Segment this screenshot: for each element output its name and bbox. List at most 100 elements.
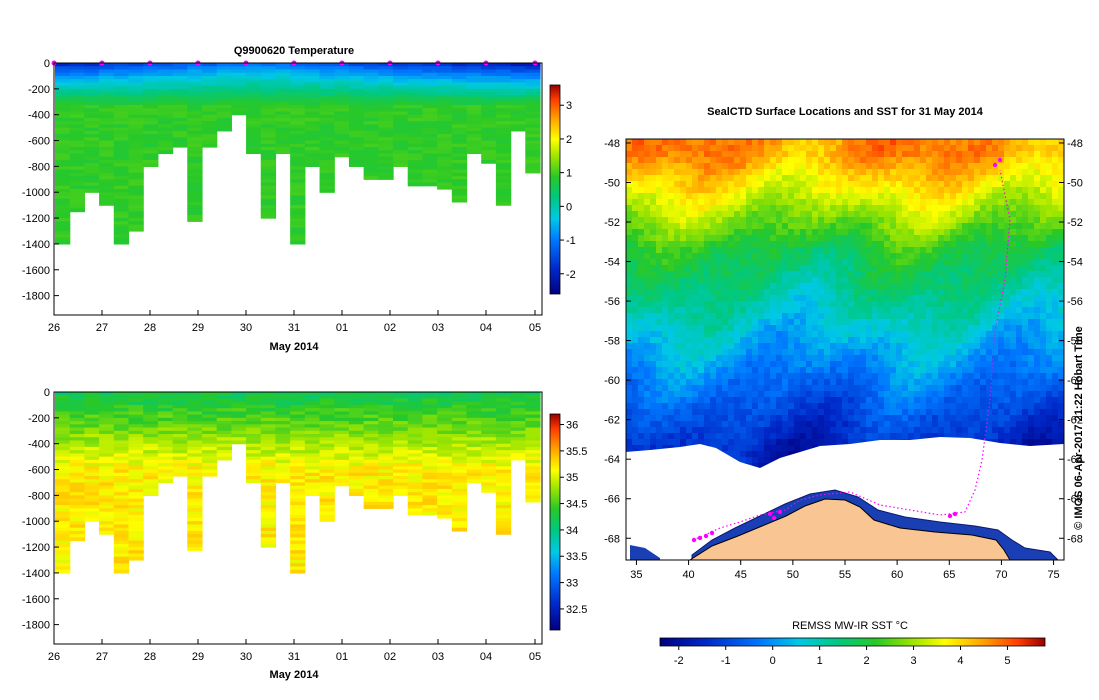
profile-cell bbox=[113, 398, 130, 403]
sst-cell bbox=[836, 259, 842, 265]
sst-cell bbox=[716, 319, 722, 325]
sst-cell bbox=[1004, 175, 1010, 181]
sst-cell bbox=[710, 295, 716, 301]
sst-cell bbox=[698, 331, 704, 337]
sst-cell bbox=[740, 319, 746, 325]
profile-cell bbox=[481, 140, 497, 145]
sst-cell bbox=[770, 277, 776, 283]
profile-cell bbox=[407, 488, 424, 493]
sst-cell bbox=[950, 277, 956, 283]
sst-cell bbox=[896, 307, 902, 313]
profile-cell bbox=[113, 498, 130, 503]
sst-cell bbox=[644, 211, 650, 217]
sst-cell bbox=[812, 319, 818, 325]
profile-cell bbox=[113, 88, 130, 93]
profile-cell bbox=[290, 108, 306, 113]
sst-cell bbox=[836, 265, 842, 271]
sst-cell bbox=[968, 193, 974, 199]
profile-cell bbox=[290, 153, 306, 158]
y-tick-label: -600 bbox=[28, 136, 50, 148]
profile-cell bbox=[128, 172, 144, 177]
profile-cell bbox=[275, 88, 291, 93]
profile-cell bbox=[55, 79, 71, 83]
profile-cell bbox=[260, 392, 277, 396]
sst-cell bbox=[860, 157, 866, 163]
sst-cell bbox=[1046, 247, 1052, 253]
profile-cell bbox=[525, 82, 541, 87]
sst-cell bbox=[680, 217, 686, 223]
profile-cell bbox=[55, 63, 71, 67]
sst-cell bbox=[842, 211, 848, 217]
profile-cell bbox=[99, 392, 115, 396]
profile-cell bbox=[143, 443, 159, 448]
sst-cell bbox=[782, 337, 788, 343]
sst-cell bbox=[794, 253, 800, 259]
profile-cell bbox=[348, 401, 365, 406]
sst-cell bbox=[824, 199, 830, 205]
sst-cell bbox=[794, 241, 800, 247]
sst-cell bbox=[698, 241, 704, 247]
sst-cell bbox=[722, 283, 728, 289]
profile-cell bbox=[187, 421, 203, 425]
profile-cell bbox=[113, 540, 130, 545]
profile-cell bbox=[260, 189, 277, 193]
profile-cell bbox=[187, 114, 203, 119]
sst-cell bbox=[1016, 319, 1022, 325]
profile-cell bbox=[69, 166, 85, 171]
sst-cell bbox=[890, 223, 896, 229]
sst-cell bbox=[704, 337, 710, 343]
profile-cell bbox=[187, 408, 203, 412]
profile-cell bbox=[84, 134, 100, 138]
sst-cell bbox=[992, 313, 998, 319]
profile-cell bbox=[290, 127, 306, 132]
sst-cell bbox=[986, 169, 992, 175]
sst-cell bbox=[632, 325, 638, 331]
profile-cell bbox=[319, 182, 335, 187]
profile-cell bbox=[275, 101, 291, 106]
profile-cell bbox=[260, 434, 277, 438]
sst-cell bbox=[842, 319, 848, 325]
profile-cell bbox=[187, 521, 203, 526]
profile-cell bbox=[407, 150, 424, 155]
sst-cell bbox=[914, 151, 920, 157]
profile-cell bbox=[246, 117, 262, 122]
profile-cell bbox=[290, 430, 306, 435]
profile-cell bbox=[495, 446, 512, 451]
sst-cell bbox=[806, 325, 812, 331]
sst-cell bbox=[896, 211, 902, 217]
sst-cell bbox=[986, 277, 992, 283]
profile-cell bbox=[55, 114, 71, 119]
profile-cell bbox=[510, 408, 526, 412]
profile-cell bbox=[55, 569, 71, 574]
profile-cell bbox=[172, 453, 188, 458]
sst-cell bbox=[710, 277, 716, 283]
profile-cell bbox=[113, 495, 130, 500]
sst-cell bbox=[644, 253, 650, 259]
profile-cell bbox=[143, 124, 159, 129]
profile-cell bbox=[510, 392, 526, 396]
profile-cell bbox=[201, 430, 218, 435]
sst-cell bbox=[836, 283, 842, 289]
profile-cell bbox=[113, 527, 130, 532]
sst-cell bbox=[686, 187, 692, 193]
profile-cell bbox=[187, 450, 203, 454]
sst-cell bbox=[686, 229, 692, 235]
sst-cell bbox=[890, 187, 896, 193]
sst-cell bbox=[794, 235, 800, 241]
sst-cell bbox=[764, 325, 770, 331]
sst-cell bbox=[728, 235, 734, 241]
profile-cell bbox=[363, 469, 379, 474]
sst-cell bbox=[662, 211, 668, 217]
sst-cell bbox=[626, 169, 632, 175]
sst-cell bbox=[1040, 307, 1046, 313]
profile-cell bbox=[128, 124, 144, 129]
profile-cell bbox=[231, 434, 247, 438]
profile-cell bbox=[378, 143, 394, 148]
sst-cell bbox=[734, 253, 740, 259]
profile-cell bbox=[187, 417, 203, 422]
profile-cell bbox=[99, 408, 115, 412]
profile-cell bbox=[437, 105, 453, 109]
temperature-xlabel: May 2014 bbox=[270, 341, 320, 353]
sst-cell bbox=[824, 331, 830, 337]
profile-cell bbox=[128, 547, 144, 551]
